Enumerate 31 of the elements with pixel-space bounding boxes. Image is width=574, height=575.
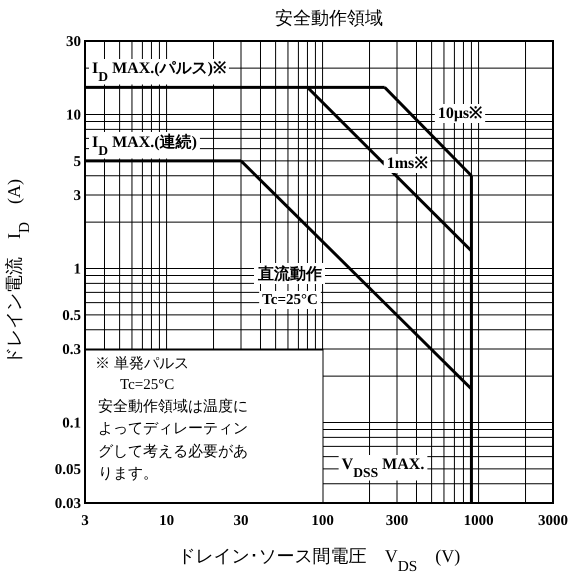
annotation: Tc=25°C bbox=[120, 377, 174, 393]
y-tick-label: 0.05 bbox=[54, 462, 81, 478]
annotation: よってディレーティン bbox=[98, 421, 248, 437]
series-label: I$_{D}$ MAX.(連続) bbox=[92, 133, 197, 158]
x-tick-label: 30 bbox=[234, 513, 248, 529]
annotation: グして考える必要があ bbox=[98, 443, 248, 460]
series-label: 直流動作 bbox=[257, 264, 322, 283]
series-label: I$_{D}$ MAX.(パルス)※ bbox=[92, 60, 226, 84]
y-tick-label: 0.03 bbox=[54, 496, 81, 512]
annotation: 安全動作領域は温度に bbox=[98, 398, 248, 415]
x-axis-title: ドレイン･ソース間電圧 V$_{DS}$ (V) bbox=[178, 546, 460, 574]
y-tick-label: 0.1 bbox=[62, 415, 81, 432]
series-label: 1ms※ bbox=[386, 155, 428, 172]
y-tick-label: 0.3 bbox=[62, 342, 81, 358]
x-tick-label: 100 bbox=[311, 513, 334, 529]
series-label: 10μs※ bbox=[438, 105, 482, 122]
text: V$_{DSS}$ MAX. bbox=[342, 456, 424, 480]
annotation: Tc=25°C bbox=[262, 292, 318, 308]
x-tick-label: 10 bbox=[159, 513, 174, 529]
x-tick-label: 1000 bbox=[464, 513, 494, 529]
y-tick-label: 0.5 bbox=[62, 308, 81, 324]
chart-title: 安全動作領域 bbox=[275, 8, 383, 28]
x-tick-label: 300 bbox=[386, 513, 408, 529]
y-tick-label: 5 bbox=[74, 154, 81, 170]
y-tick-label: 30 bbox=[66, 34, 81, 50]
y-tick-label: 3 bbox=[74, 188, 81, 204]
x-tick-label: 3000 bbox=[538, 513, 568, 529]
annotation: ※ 単発パルス bbox=[95, 356, 189, 372]
y-tick-label: 1 bbox=[74, 261, 81, 278]
annotation: ります。 bbox=[98, 466, 158, 482]
y-tick-label: 10 bbox=[66, 107, 81, 124]
